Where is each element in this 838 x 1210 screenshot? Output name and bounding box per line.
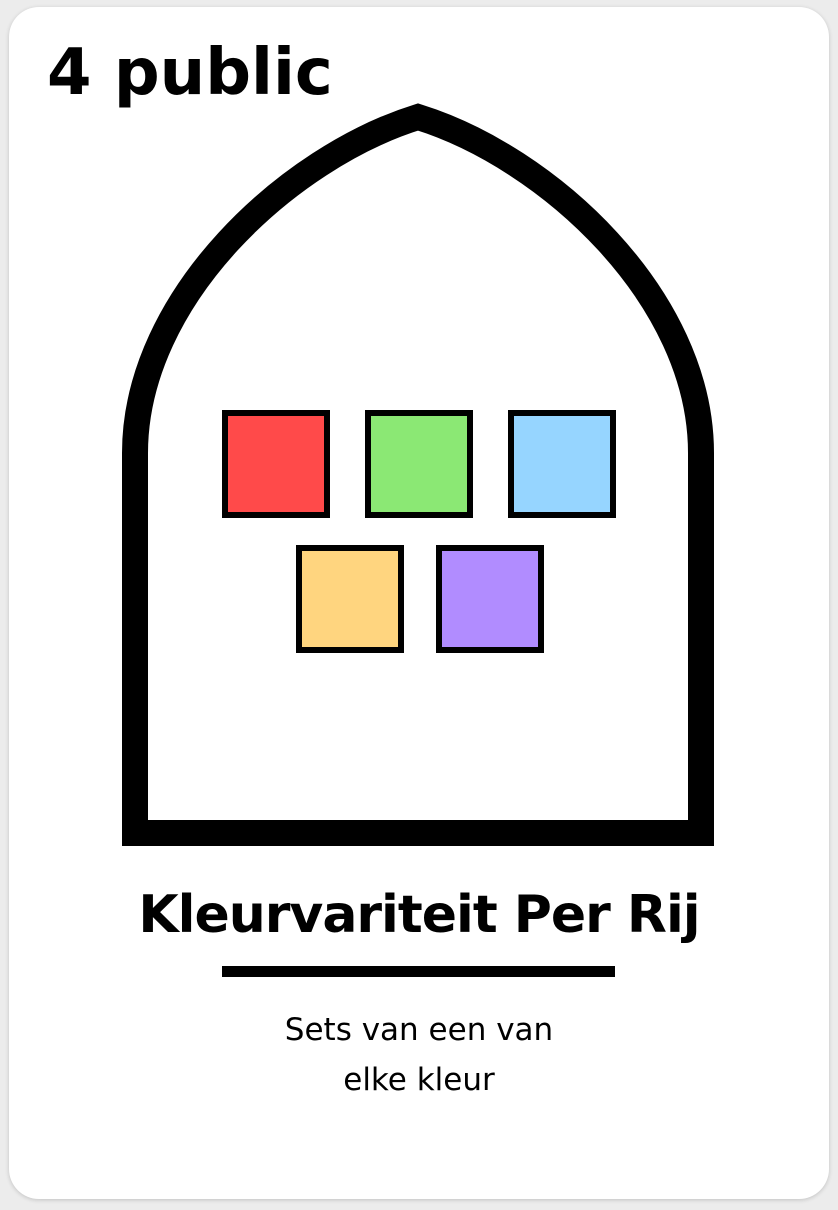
tile-purple bbox=[436, 545, 544, 653]
card-description: Sets van een van elke kleur bbox=[169, 1005, 669, 1105]
description-line: Sets van een van bbox=[284, 1012, 554, 1048]
tile-row-bottom bbox=[296, 545, 544, 653]
score-label: 4 public bbox=[47, 36, 333, 110]
tile-row-top bbox=[222, 410, 616, 518]
objective-card[interactable]: 4 public Kleurvariteit Per Rij Sets van … bbox=[9, 7, 829, 1199]
tile-red bbox=[222, 410, 330, 518]
tile-green bbox=[365, 410, 473, 518]
tile-yellow bbox=[296, 545, 404, 653]
card-title: Kleurvariteit Per Rij bbox=[138, 885, 700, 945]
description-line: elke kleur bbox=[343, 1062, 495, 1098]
arch-window-outline bbox=[122, 103, 714, 846]
tile-blue bbox=[508, 410, 616, 518]
window-frame bbox=[122, 103, 714, 846]
title-underline bbox=[222, 966, 615, 977]
